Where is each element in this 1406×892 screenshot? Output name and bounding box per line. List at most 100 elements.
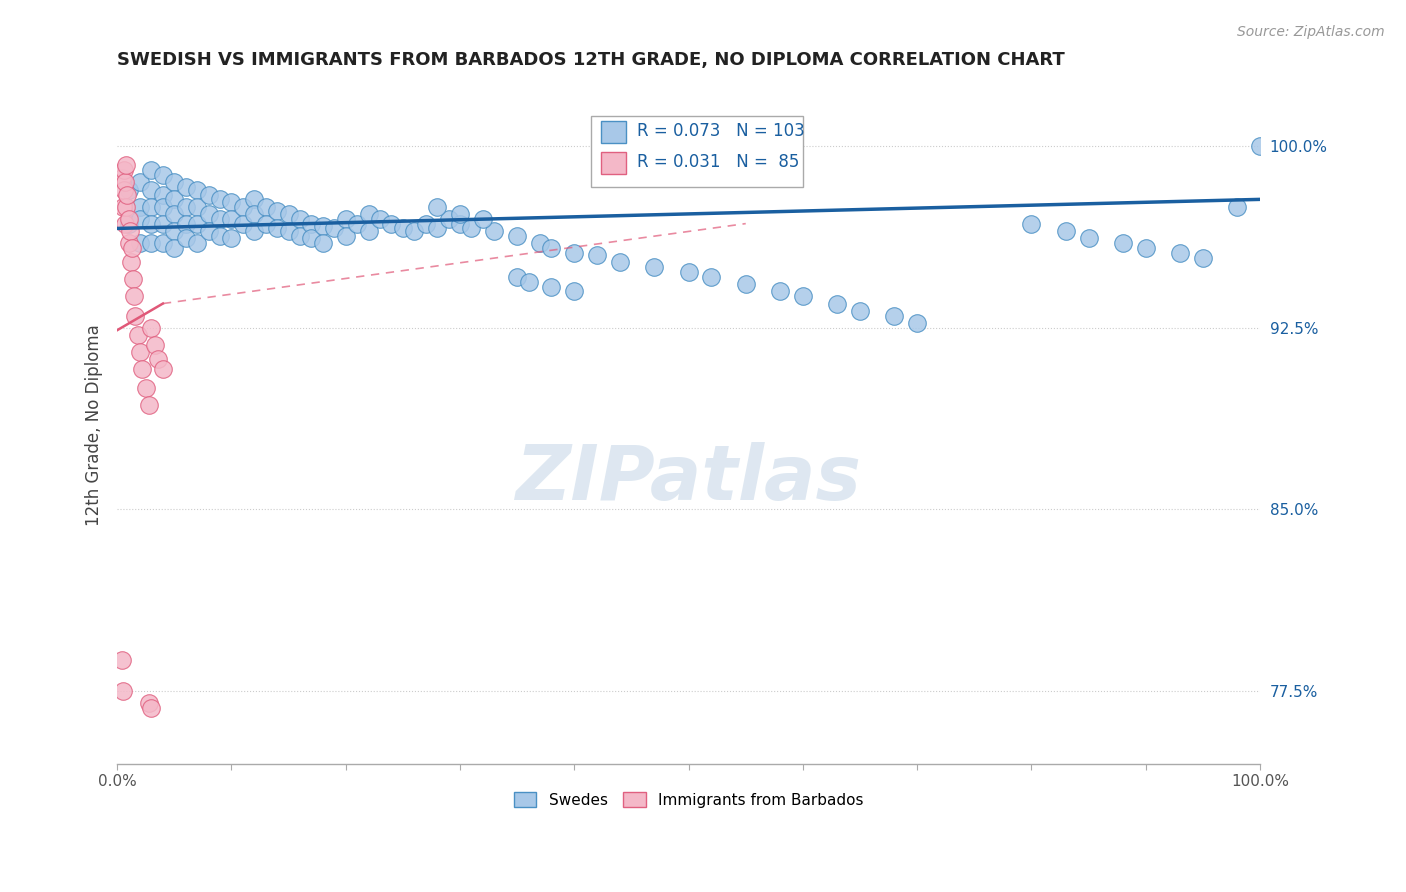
Point (115, 200, 138, 214)
Point (141, 200, 163, 214)
Point (825, 296, 848, 310)
Point (312, 235, 335, 250)
Point (905, 316, 928, 330)
Point (484, 224, 506, 238)
Point (734, 277, 756, 292)
Point (163, 175, 186, 189)
Point (124, 289, 146, 303)
Point (288, 228, 311, 243)
Point (506, 228, 529, 243)
Point (1021, 217, 1043, 231)
Point (117, 235, 139, 250)
Point (1249, 139, 1271, 153)
Point (323, 221, 346, 235)
Point (460, 221, 482, 235)
Point (114, 175, 136, 189)
Point (152, 362, 174, 376)
Point (135, 381, 157, 395)
Point (111, 653, 134, 667)
Point (562, 245, 585, 260)
Point (277, 207, 299, 221)
Point (266, 204, 288, 219)
Point (141, 320, 163, 334)
Point (586, 248, 609, 262)
Point (111, 684, 134, 698)
Point (357, 207, 380, 221)
Point (186, 200, 208, 214)
Point (221, 194, 243, 209)
FancyBboxPatch shape (592, 116, 803, 187)
Point (114, 217, 136, 231)
Point (141, 163, 163, 178)
Point (209, 193, 232, 207)
Point (254, 200, 277, 214)
Point (1192, 251, 1215, 265)
Point (186, 183, 208, 197)
Point (118, 224, 141, 238)
Point (127, 328, 149, 343)
Point (117, 187, 139, 202)
Text: SWEDISH VS IMMIGRANTS FROM BARBADOS 12TH GRADE, NO DIPLOMA CORRELATION CHART: SWEDISH VS IMMIGRANTS FROM BARBADOS 12TH… (117, 51, 1064, 69)
Point (357, 224, 380, 238)
Point (174, 217, 197, 231)
Text: R = 0.073   N = 103: R = 0.073 N = 103 (637, 122, 804, 140)
Point (163, 207, 186, 221)
Point (186, 235, 208, 250)
Point (426, 200, 449, 214)
Point (186, 217, 208, 231)
Point (111, 170, 134, 185)
Point (254, 217, 277, 231)
Legend: Swedes, Immigrants from Barbados: Swedes, Immigrants from Barbados (508, 786, 870, 814)
Point (700, 269, 723, 284)
Point (346, 217, 368, 231)
Point (471, 211, 494, 226)
Point (141, 183, 163, 197)
Point (404, 224, 426, 238)
Point (117, 183, 139, 197)
Point (266, 221, 288, 235)
Point (122, 272, 145, 286)
Point (232, 217, 254, 231)
Point (163, 193, 186, 207)
Point (1226, 200, 1249, 214)
Point (129, 175, 152, 189)
Point (138, 696, 160, 710)
Point (449, 217, 471, 231)
Point (415, 217, 437, 231)
Point (112, 163, 135, 178)
Point (232, 200, 254, 214)
Point (197, 207, 219, 221)
Point (121, 241, 143, 255)
Point (141, 217, 163, 231)
Point (540, 241, 562, 255)
Point (368, 211, 391, 226)
Point (562, 285, 585, 299)
Point (517, 275, 540, 289)
Y-axis label: 12th Grade, No Diploma: 12th Grade, No Diploma (86, 324, 103, 525)
Point (277, 224, 299, 238)
Point (209, 211, 232, 226)
Point (243, 207, 266, 221)
Point (148, 352, 170, 367)
Bar (600, 121, 626, 144)
Point (609, 255, 631, 269)
Point (120, 255, 142, 269)
Point (112, 183, 135, 197)
Point (141, 701, 163, 715)
Point (380, 217, 402, 231)
Point (115, 158, 138, 172)
Text: Source: ZipAtlas.com: Source: ZipAtlas.com (1237, 25, 1385, 39)
Point (209, 228, 232, 243)
Point (129, 345, 152, 359)
Point (392, 221, 415, 235)
Point (221, 211, 243, 226)
Point (540, 279, 562, 293)
Point (221, 231, 243, 245)
Point (529, 235, 551, 250)
Point (174, 180, 197, 194)
Point (1135, 241, 1157, 255)
Point (437, 211, 460, 226)
Point (792, 289, 814, 303)
Point (138, 398, 160, 412)
Point (335, 211, 357, 226)
